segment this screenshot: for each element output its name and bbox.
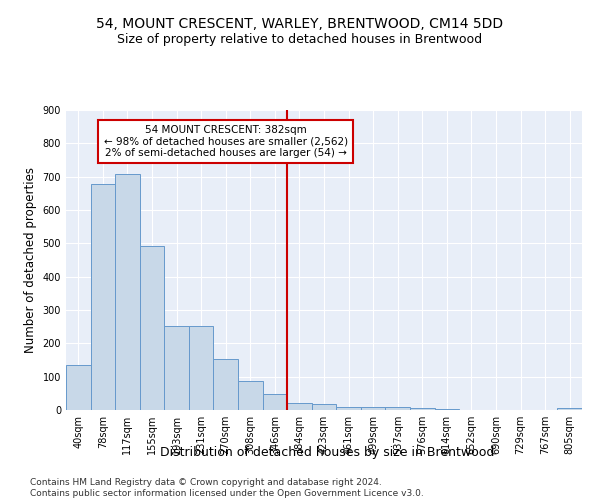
Text: 54 MOUNT CRESCENT: 382sqm
← 98% of detached houses are smaller (2,562)
2% of sem: 54 MOUNT CRESCENT: 382sqm ← 98% of detac…	[104, 125, 348, 158]
Bar	[214, 359, 238, 410]
Bar	[91, 184, 115, 410]
Text: Contains HM Land Registry data © Crown copyright and database right 2024.
Contai: Contains HM Land Registry data © Crown c…	[30, 478, 424, 498]
Bar	[115, 174, 140, 410]
Bar	[189, 326, 214, 410]
Text: 54, MOUNT CRESCENT, WARLEY, BRENTWOOD, CM14 5DD: 54, MOUNT CRESCENT, WARLEY, BRENTWOOD, C…	[97, 18, 503, 32]
Bar	[312, 404, 336, 410]
Bar	[557, 408, 582, 410]
Bar	[385, 407, 410, 410]
Bar	[140, 246, 164, 410]
Bar	[164, 326, 189, 410]
Text: Size of property relative to detached houses in Brentwood: Size of property relative to detached ho…	[118, 32, 482, 46]
Bar	[410, 408, 434, 410]
Text: Distribution of detached houses by size in Brentwood: Distribution of detached houses by size …	[160, 446, 494, 459]
Bar	[238, 381, 263, 410]
Bar	[66, 365, 91, 410]
Bar	[336, 406, 361, 410]
Y-axis label: Number of detached properties: Number of detached properties	[24, 167, 37, 353]
Bar	[263, 394, 287, 410]
Bar	[287, 402, 312, 410]
Bar	[361, 407, 385, 410]
